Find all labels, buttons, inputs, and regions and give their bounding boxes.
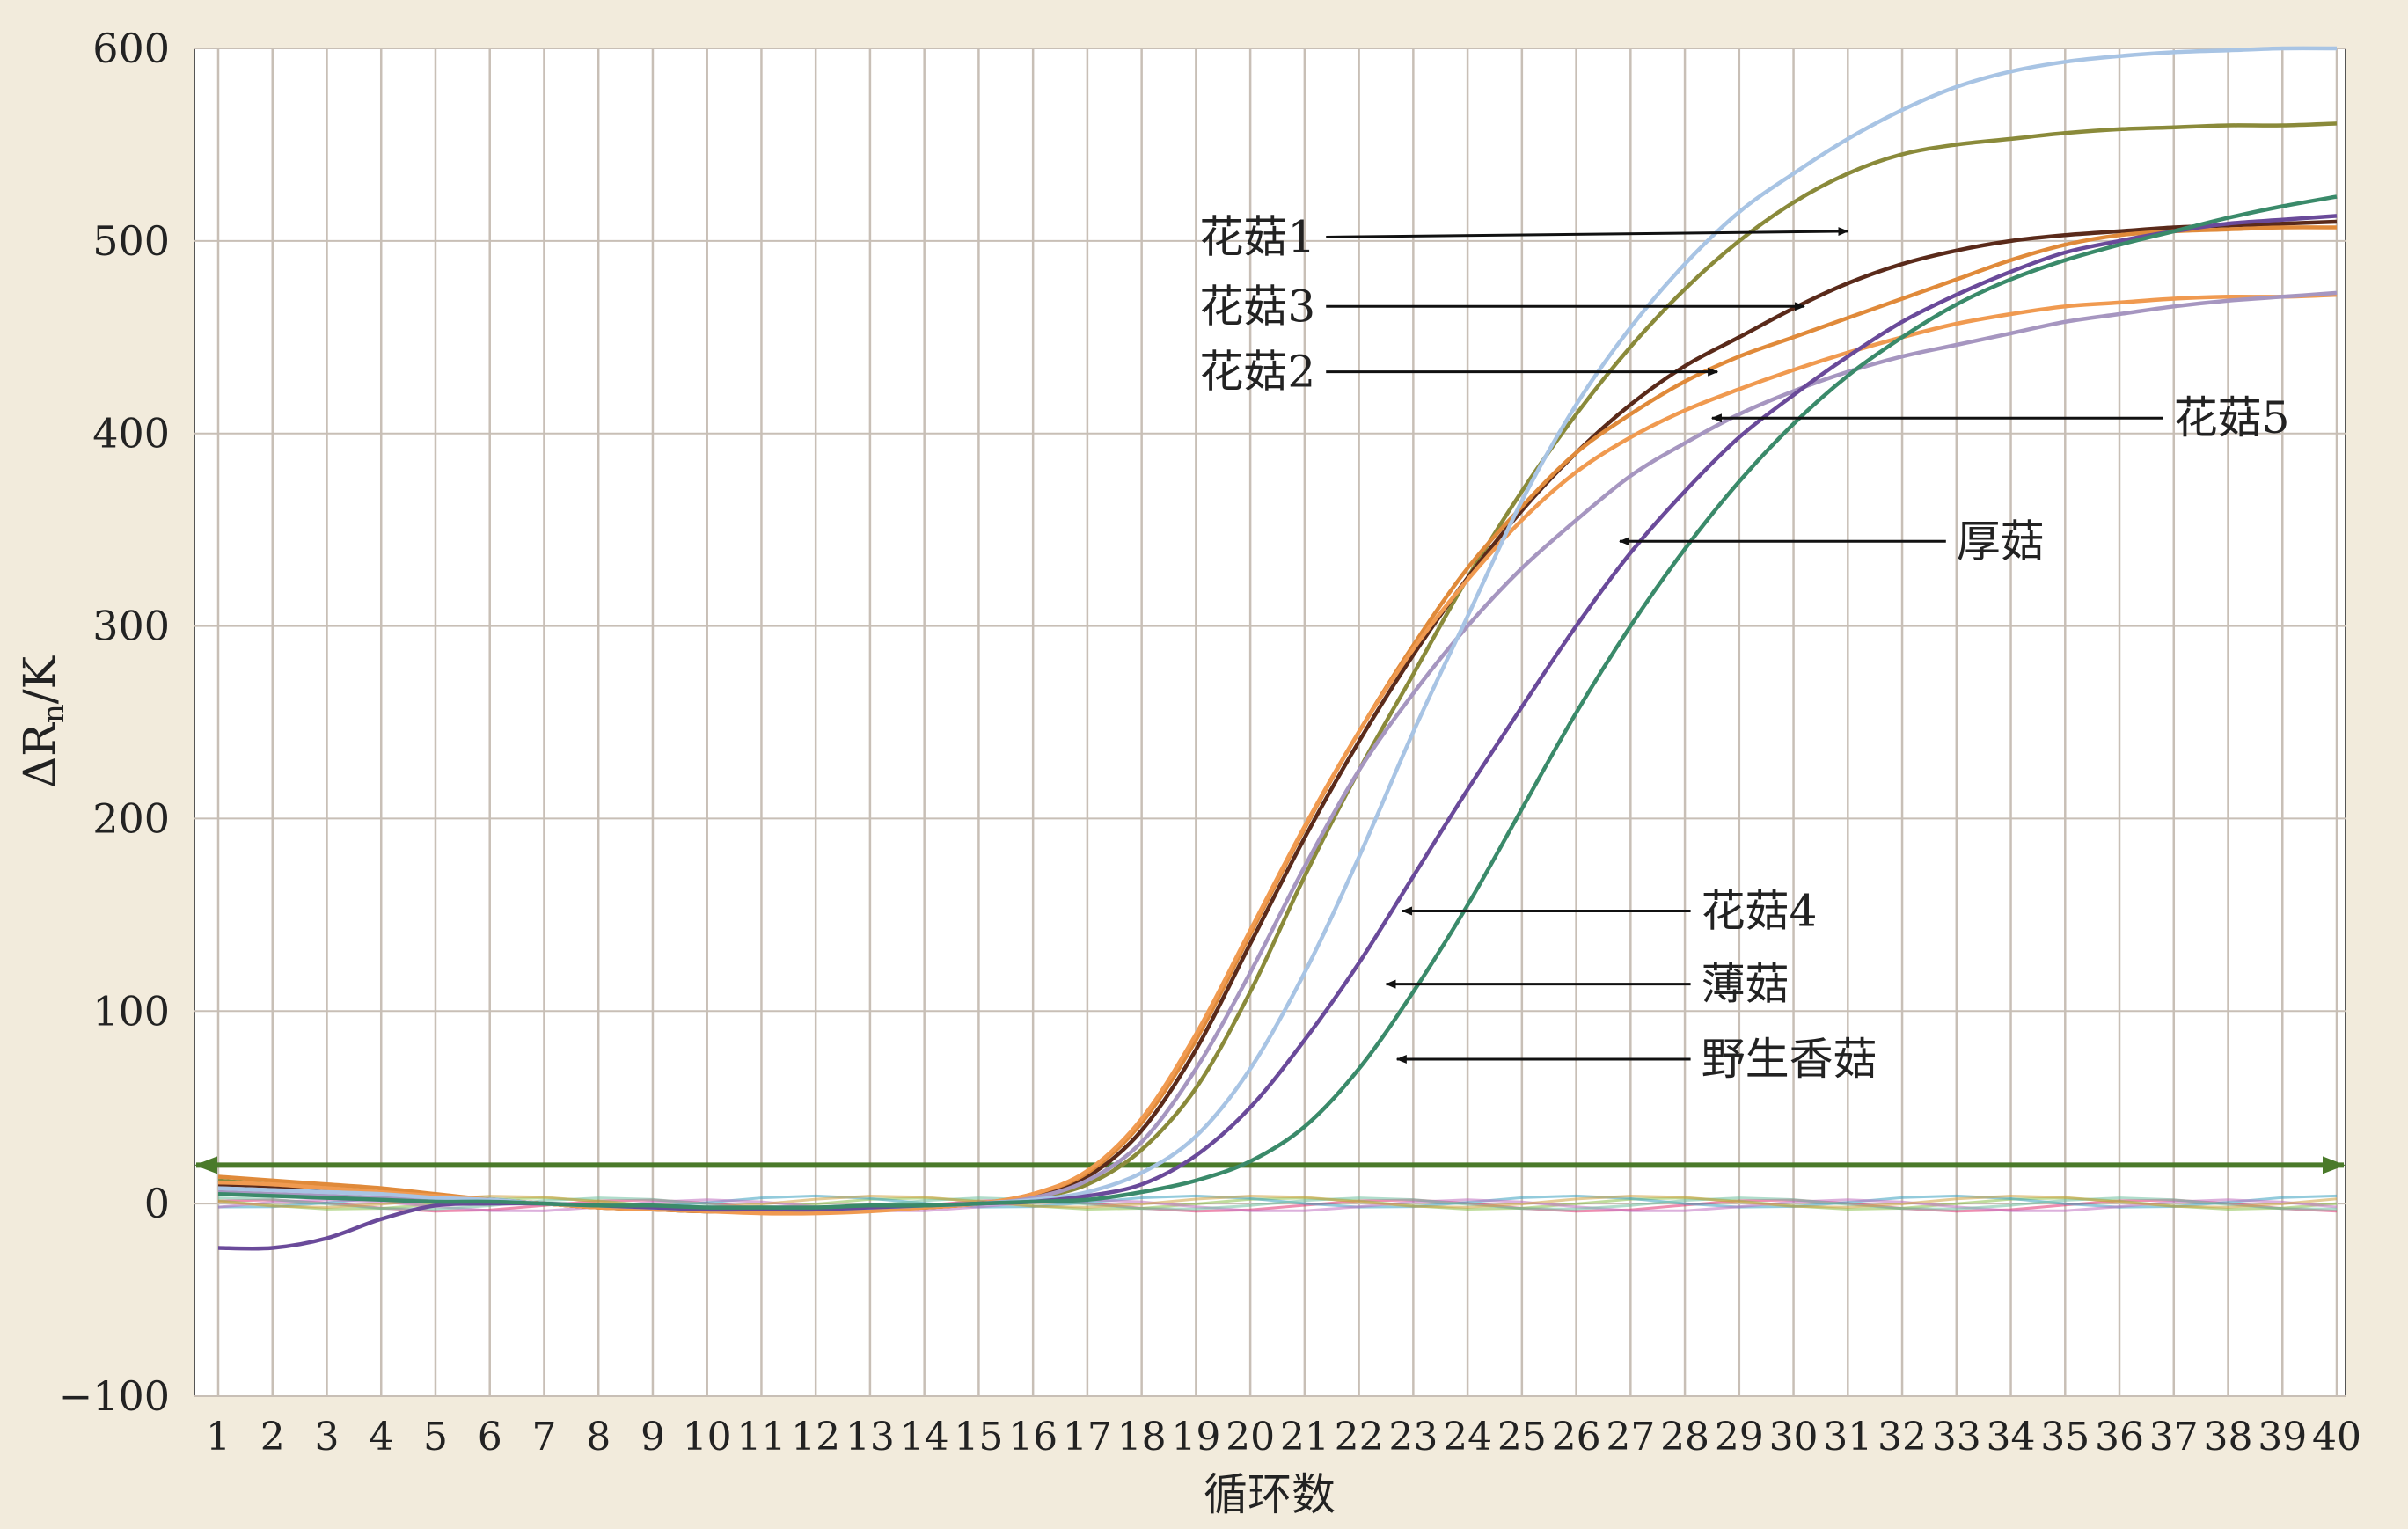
y-axis-label: ΔRn/K [14, 655, 71, 788]
x-tick-labels: 1 2 3 4 5 6 7 8 9 10 11 12 13 14 15 16 17 18 19 20 21 22 23 24 2… [206, 1415, 2361, 1460]
x-tick-label: 38 [2204, 1415, 2253, 1460]
x-tick-label: 27 [1606, 1415, 1655, 1460]
x-axis-label: 循环数 [1204, 1469, 1336, 1520]
x-tick-label: 17 [1063, 1415, 1112, 1460]
x-tick-label: 32 [1877, 1415, 1927, 1460]
x-tick-label: 5 [423, 1415, 448, 1460]
x-tick-label: 9 [640, 1415, 665, 1460]
x-tick-label: 36 [2095, 1415, 2144, 1460]
y-tick-label: 400 [92, 410, 170, 457]
annotation-label: 厚菇 [1957, 516, 2045, 567]
x-tick-label: 2 [260, 1415, 285, 1460]
x-tick-label: 28 [1660, 1415, 1709, 1460]
annotation-label: 花菇3 [1199, 281, 1315, 332]
x-tick-label: 40 [2312, 1415, 2361, 1460]
x-tick-label: 18 [1117, 1415, 1167, 1460]
flat-series-line [217, 1198, 2338, 1212]
x-tick-label: 22 [1335, 1415, 1384, 1460]
annotation-label: 花菇4 [1702, 885, 1818, 936]
y-tick-label: 200 [92, 794, 170, 842]
x-tick-label: 13 [845, 1415, 895, 1460]
x-tick-label: 21 [1280, 1415, 1329, 1460]
series-layer [217, 46, 2338, 1251]
x-tick-label: 35 [2040, 1415, 2090, 1460]
annotation-label: 薄菇 [1702, 959, 1790, 1010]
x-tick-label: 3 [314, 1415, 339, 1460]
x-tick-label: 6 [478, 1415, 502, 1460]
x-tick-label: 34 [1987, 1415, 2036, 1460]
x-tick-label: 8 [586, 1415, 611, 1460]
x-tick-label: 20 [1226, 1415, 1275, 1460]
annotation-label: 花菇1 [1199, 211, 1315, 262]
y-tick-label: 500 [92, 217, 170, 265]
y-tick-label: 0 [144, 1180, 170, 1227]
y-tick-labels: 600 500 400 300 200 100 0 −100 [59, 25, 170, 1420]
x-tick-label: 4 [369, 1415, 393, 1460]
annotation-arrow [1326, 227, 1849, 238]
x-tick-label: 25 [1497, 1415, 1547, 1460]
x-tick-label: 33 [1932, 1415, 1981, 1460]
x-tick-label: 12 [791, 1415, 840, 1460]
y-tick-label: 300 [92, 603, 170, 650]
x-tick-label: 16 [1008, 1415, 1058, 1460]
x-tick-label: 30 [1769, 1415, 1819, 1460]
x-tick-label: 7 [531, 1415, 556, 1460]
x-tick-label: 24 [1443, 1415, 1492, 1460]
annotation-label: 花菇2 [1199, 347, 1315, 398]
y-tick-label: 100 [92, 987, 170, 1035]
x-tick-label: 37 [2149, 1415, 2199, 1460]
x-tick-label: 31 [1823, 1415, 1872, 1460]
y-tick-label: 600 [92, 25, 170, 72]
flat-series-line [217, 1194, 2338, 1209]
x-tick-label: 23 [1388, 1415, 1438, 1460]
y-tick-label: −100 [59, 1372, 170, 1420]
annotation-label: 花菇5 [2174, 392, 2290, 443]
annotation-label: 野生香菇 [1702, 1034, 1877, 1085]
x-tick-label: 11 [736, 1415, 786, 1460]
x-tick-label: 39 [2258, 1415, 2307, 1460]
x-tick-label: 29 [1715, 1415, 1764, 1460]
x-tick-label: 10 [683, 1415, 732, 1460]
x-tick-label: 14 [900, 1415, 949, 1460]
x-tick-label: 15 [954, 1415, 1003, 1460]
x-tick-label: 19 [1171, 1415, 1220, 1460]
series-line-野生香菇 [217, 194, 2338, 1210]
x-tick-label: 1 [206, 1415, 231, 1460]
x-tick-label: 26 [1552, 1415, 1601, 1460]
